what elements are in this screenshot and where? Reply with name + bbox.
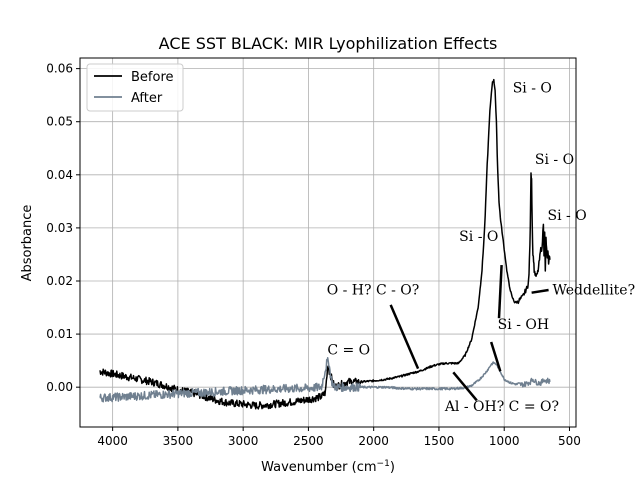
legend-label-before: Before [131, 70, 174, 85]
x-tick-label: 500 [558, 434, 581, 448]
annotation-line [531, 288, 549, 294]
annotation-label: Si - O [459, 229, 498, 245]
annotation-line [497, 265, 503, 319]
x-axis-label-text: Wavenumber (cm [261, 460, 376, 475]
series-line-after [99, 357, 551, 403]
plot-lines [99, 78, 551, 410]
axis-ticks: 4000 3500 3000 2500 2000 1500 1000 500 0.00 0.01 0… [46, 62, 581, 448]
y-tick-label: 0.04 [46, 168, 73, 182]
annotation-label: C = O [327, 342, 370, 358]
grid [80, 58, 576, 427]
x-axis-label-close: ) [390, 460, 395, 475]
y-axis-label: Absorbance [20, 205, 35, 282]
x-tick-label: 3500 [163, 434, 194, 448]
x-axis-label: Wavenumber (cm−1) [261, 459, 395, 475]
x-tick-label: 2000 [358, 434, 389, 448]
x-tick-label: 1500 [424, 434, 455, 448]
x-tick-label: 2500 [293, 434, 324, 448]
annotation-label: Al - OH? C = O? [444, 399, 559, 415]
annotation-label: O - H? C - O? [327, 282, 420, 298]
y-tick-label: 0.01 [46, 327, 73, 341]
x-axis-label-exponent: −1 [377, 459, 390, 469]
annotation-line [389, 304, 420, 370]
y-tick-label: 0.03 [46, 221, 73, 235]
annotation-label: Si - O [548, 208, 587, 224]
legend-label-after: After [131, 91, 163, 106]
annotation-label: Si - O [535, 152, 574, 168]
x-tick-label: 4000 [97, 434, 128, 448]
y-tick-label: 0.06 [46, 62, 73, 76]
annotation-line [452, 371, 478, 402]
annotation-label: Si - O [513, 81, 552, 97]
annotation-label: Si - OH [498, 317, 549, 333]
x-tick-label: 1000 [489, 434, 520, 448]
annotations: Si - O Si - O Si - O Si - O O - H? C - O? Wed… [327, 81, 635, 416]
annotation-line [489, 341, 502, 372]
y-tick-label: 0.02 [46, 274, 73, 288]
chart-title: ACE SST BLACK: MIR Lyophilization Effect… [159, 34, 498, 53]
y-tick-label: 0.00 [46, 380, 73, 394]
y-tick-label: 0.05 [46, 115, 73, 129]
plot-frame [79, 57, 577, 428]
x-tick-label: 3000 [228, 434, 259, 448]
legend: Before After [86, 63, 184, 112]
annotation-label: Weddellite? [553, 282, 636, 298]
series-line-before [99, 78, 551, 410]
